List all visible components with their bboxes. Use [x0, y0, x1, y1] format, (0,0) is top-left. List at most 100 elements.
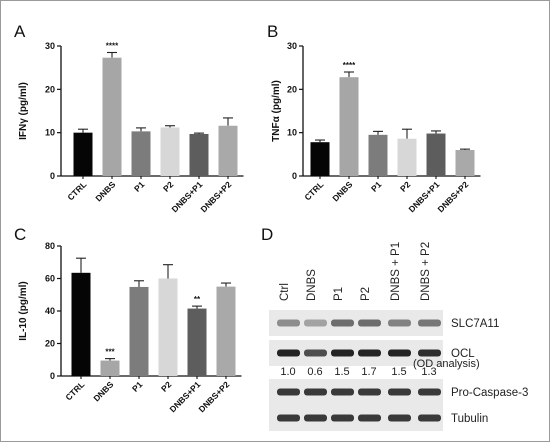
- panel-label-a: A: [14, 22, 26, 41]
- bar-c: [216, 286, 236, 376]
- od-value: 1.3: [421, 366, 436, 378]
- y-axis-label-b: TNFα (pg/ml): [271, 80, 282, 142]
- y-axis-label-a: IFNγ (pg/ml): [18, 82, 29, 140]
- western-blot: Ctrl DNBS P1 P2 DNBS + P1 DNBS + P2 SLC7A11 OCL…: [269, 242, 528, 431]
- blot-band: [277, 349, 300, 357]
- blot-band: [418, 319, 441, 327]
- blot-band: [388, 319, 411, 327]
- blot-band: [304, 388, 327, 396]
- category-label-a: P1: [132, 179, 147, 194]
- band-label: Pro-Caspase-3: [451, 387, 528, 399]
- od-value: 0.6: [307, 366, 322, 378]
- bar-a: [189, 133, 209, 176]
- od-value: 1.5: [334, 366, 349, 378]
- bar-c: [100, 360, 120, 376]
- blot-band: [358, 319, 381, 327]
- bar-a: [131, 131, 151, 176]
- blot-band: [277, 319, 300, 327]
- y-axis-label-c: IL-10 (pg/ml): [18, 281, 29, 340]
- y-tick-label-b: 0: [292, 171, 297, 181]
- bar-a: [218, 125, 238, 176]
- bar-b: [455, 150, 475, 176]
- blot-band: [331, 414, 354, 422]
- blot-band: [331, 319, 354, 327]
- category-label-b: P2: [398, 179, 413, 194]
- y-tick-label-b: 10: [287, 128, 297, 138]
- category-label-c: DNBS+P2: [196, 379, 231, 414]
- blot-band: [277, 414, 300, 422]
- blot-band: [388, 349, 411, 357]
- bar-c: [158, 278, 178, 376]
- category-label-b: P1: [369, 179, 384, 194]
- y-tick-label-c: 20: [45, 339, 55, 349]
- category-label-c: DNBS: [91, 379, 115, 403]
- category-label-a: DNBS: [93, 179, 117, 203]
- blot-band: [418, 388, 441, 396]
- bar-a: [102, 57, 122, 177]
- bar-b: [426, 133, 446, 176]
- od-value: 1.0: [280, 366, 295, 378]
- bar-b: [310, 142, 330, 176]
- od-note: (OD analysis): [413, 358, 480, 370]
- lane-label: DNBS: [306, 269, 318, 301]
- y-tick-label-c: 60: [45, 274, 55, 284]
- blot-band: [304, 319, 327, 327]
- panel-label-d: D: [261, 225, 273, 244]
- y-tick-label-c: 80: [45, 241, 55, 251]
- category-label-b: DNBS+P2: [435, 179, 470, 214]
- od-value: 1.7: [361, 366, 376, 378]
- blot-band: [418, 349, 441, 357]
- category-label-c: P2: [159, 379, 174, 394]
- bar-c: [187, 308, 207, 376]
- y-tick-label-c: 40: [45, 306, 55, 316]
- y-tick-label-b: 30: [287, 41, 297, 51]
- bar-b: [368, 134, 388, 176]
- panel-label-c: C: [14, 225, 26, 244]
- lane-label: Ctrl: [279, 283, 291, 301]
- category-label-b: CTRL: [302, 179, 325, 202]
- significance-marker-a: ****: [106, 42, 119, 51]
- category-label-a: DNBS+P2: [198, 179, 233, 214]
- blot-band: [331, 388, 354, 396]
- category-label-a: P2: [161, 179, 176, 194]
- band-label: OCL: [451, 348, 475, 360]
- blot-band: [358, 349, 381, 357]
- bar-c: [71, 272, 91, 376]
- panel-label-b: B: [267, 22, 278, 41]
- blot-band: [388, 414, 411, 422]
- y-tick-label-a: 0: [50, 171, 55, 181]
- blot-band: [358, 414, 381, 422]
- lane-label: DNBS + P2: [420, 242, 432, 301]
- category-label-c: CTRL: [63, 379, 86, 402]
- category-label-c: P1: [130, 379, 145, 394]
- y-tick-label-a: 10: [45, 128, 55, 138]
- bar-a: [73, 132, 93, 176]
- significance-marker-b: ****: [343, 61, 356, 70]
- blot-band: [304, 349, 327, 357]
- blot-band: [331, 349, 354, 357]
- band-label: Tubulin: [451, 413, 488, 425]
- significance-marker-c: **: [194, 295, 201, 304]
- bar-c: [129, 286, 149, 376]
- bar-b: [339, 77, 359, 176]
- y-tick-label-c: 0: [50, 371, 55, 381]
- lane-label: P2: [360, 287, 372, 301]
- significance-marker-c: ***: [105, 348, 115, 357]
- lane-label: P1: [333, 287, 345, 301]
- od-value: 1.5: [391, 366, 406, 378]
- y-tick-label-a: 30: [45, 41, 55, 51]
- y-tick-label-b: 20: [287, 84, 297, 94]
- blot-band: [358, 388, 381, 396]
- blot-band: [277, 388, 300, 396]
- bar-b: [397, 138, 417, 176]
- blot-band: [304, 414, 327, 422]
- blot-band: [388, 388, 411, 396]
- lane-label: DNBS + P1: [390, 242, 402, 301]
- blot-band: [418, 414, 441, 422]
- band-label: SLC7A11: [451, 318, 499, 330]
